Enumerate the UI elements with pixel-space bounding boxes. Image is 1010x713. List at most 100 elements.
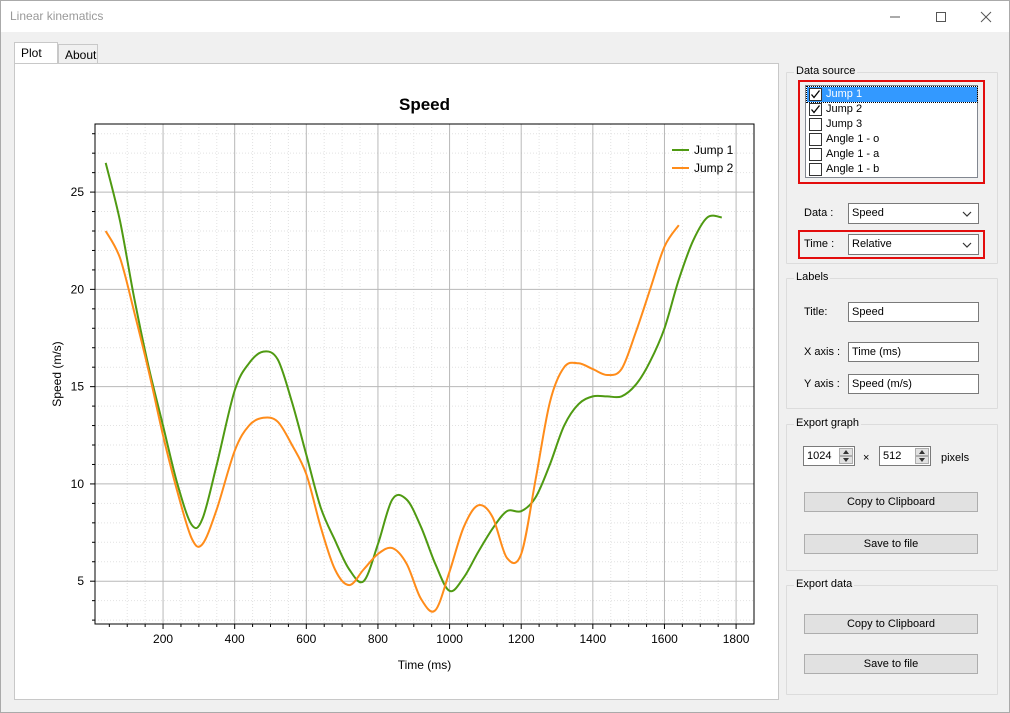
close-icon: [980, 11, 992, 23]
list-item-label: Jump 1: [826, 88, 863, 100]
tab-plot[interactable]: Plot: [14, 42, 58, 63]
maximize-button[interactable]: [918, 1, 964, 32]
y-tick-label: 25: [71, 185, 85, 199]
x-tick-label: 1200: [508, 632, 535, 646]
checkbox-jump-3[interactable]: [809, 118, 822, 131]
y-axis-label: Speed (m/s): [50, 341, 64, 406]
chart-title: Speed: [399, 95, 450, 114]
pixels-label: pixels: [941, 452, 970, 464]
height-up-button[interactable]: [915, 448, 929, 456]
width-up-button[interactable]: [839, 448, 853, 456]
highlight-data-source: [798, 80, 985, 184]
tab-about-label: About: [65, 48, 97, 62]
y-tick-label: 5: [77, 574, 84, 588]
list-item-label: Jump 3: [826, 118, 863, 130]
chevron-down-icon: [919, 458, 925, 462]
maximize-icon: [936, 12, 946, 22]
export-data-copy-button[interactable]: Copy to Clipboard: [804, 614, 978, 634]
list-item-label: Angle 1 - o: [826, 133, 880, 145]
check-icon: [811, 105, 821, 114]
list-item-jump-2[interactable]: Jump 2: [807, 102, 977, 117]
x-tick-label: 1600: [651, 632, 678, 646]
export-data-save-button[interactable]: Save to file: [804, 654, 978, 674]
plot-frame: [94, 123, 755, 625]
data-source-group-label: Data source: [794, 65, 858, 77]
x-tick-label: 200: [153, 632, 173, 646]
checkbox-angle-1-o[interactable]: [809, 133, 822, 146]
chevron-up-icon: [919, 450, 925, 454]
data-label: Data :: [804, 207, 834, 219]
time-label: Time :: [804, 238, 835, 250]
checkbox-jump-1[interactable]: [809, 88, 822, 101]
x-tick-label: 800: [368, 632, 388, 646]
y-tick-label: 20: [71, 282, 85, 296]
check-icon: [811, 90, 821, 99]
chevron-down-icon: [962, 242, 972, 248]
height-stepper[interactable]: 512: [879, 446, 931, 466]
y-tick-label: 15: [71, 380, 85, 394]
speed-chart: 200 400 600 800 1000 1200 1400 1600 1800 5 10 15 20 2…: [50, 95, 755, 672]
y-tick-label: 10: [71, 477, 85, 491]
series-line-2: [104, 224, 680, 613]
export-graph-group-label: Export graph: [794, 417, 861, 429]
data-select-value: Speed: [852, 207, 884, 219]
title-input[interactable]: Speed: [848, 302, 979, 322]
list-item-label: Angle 1 - a: [826, 148, 880, 160]
plot-panel: 200 400 600 800 1000 1200 1400 1600 1800 5 10 15 20 2…: [14, 63, 779, 700]
x-tick-label: 1000: [436, 632, 463, 646]
export-graph-save-button[interactable]: Save to file: [804, 534, 978, 554]
list-item-jump-3[interactable]: Jump 3: [807, 117, 977, 132]
width-down-button[interactable]: [839, 456, 853, 464]
export-graph-group: Export graph: [786, 417, 998, 571]
time-select[interactable]: Relative: [848, 234, 979, 255]
data-select[interactable]: Speed: [848, 203, 979, 224]
list-item-label: Jump 2: [826, 103, 863, 115]
export-graph-copy-button[interactable]: Copy to Clipboard: [804, 492, 978, 512]
xaxis-input[interactable]: Time (ms): [848, 342, 979, 362]
yaxis-input-value: Speed (m/s): [852, 378, 912, 390]
yaxis-label: Y axis :: [804, 378, 840, 390]
xaxis-label: X axis :: [804, 346, 841, 358]
list-item-angle-1-b[interactable]: Angle 1 - b: [807, 162, 977, 177]
checkbox-jump-2[interactable]: [809, 103, 822, 116]
labels-group-label: Labels: [794, 271, 831, 283]
list-item-angle-1-o[interactable]: Angle 1 - o: [807, 132, 977, 147]
width-stepper-buttons: [839, 448, 853, 464]
height-down-button[interactable]: [915, 456, 929, 464]
xaxis-input-value: Time (ms): [852, 346, 902, 358]
x-tick-label: 1400: [579, 632, 606, 646]
list-item-angle-1-a[interactable]: Angle 1 - a: [807, 147, 977, 162]
minimize-icon: [890, 16, 900, 18]
x-tick-label: 1800: [723, 632, 750, 646]
x-axis-label: Time (ms): [398, 658, 452, 672]
export-data-group: Export data: [786, 578, 998, 695]
times-sign: ×: [863, 452, 870, 464]
width-stepper[interactable]: 1024: [803, 446, 855, 466]
title-label: Title:: [804, 306, 828, 318]
list-item-label: Angle 1 - b: [826, 163, 880, 175]
width-value: 1024: [807, 450, 832, 462]
title-bar[interactable]: Linear kinematics: [1, 1, 1009, 32]
data-source-list[interactable]: Jump 1 Jump 2 Jump 3 Angle 1 - o Angle 1…: [805, 85, 978, 178]
minimize-button[interactable]: [872, 1, 918, 32]
tab-plot-label: Plot: [21, 46, 42, 60]
x-tick-label: 600: [296, 632, 316, 646]
chevron-up-icon: [843, 450, 849, 454]
time-select-value: Relative: [852, 238, 892, 250]
height-stepper-buttons: [915, 448, 929, 464]
title-input-value: Speed: [852, 306, 884, 318]
chevron-down-icon: [962, 211, 972, 217]
tab-about[interactable]: About: [58, 44, 98, 64]
legend-entry-1: Jump 1: [694, 143, 734, 157]
list-item-jump-1[interactable]: Jump 1: [806, 86, 978, 103]
data-source-group: Data source: [786, 65, 998, 264]
checkbox-angle-1-b[interactable]: [809, 163, 822, 176]
x-tick-label: 400: [225, 632, 245, 646]
yaxis-input[interactable]: Speed (m/s): [848, 374, 979, 394]
window-title: Linear kinematics: [10, 9, 104, 23]
legend-entry-2: Jump 2: [694, 161, 734, 175]
checkbox-angle-1-a[interactable]: [809, 148, 822, 161]
chevron-down-icon: [843, 458, 849, 462]
close-button[interactable]: [963, 1, 1009, 32]
